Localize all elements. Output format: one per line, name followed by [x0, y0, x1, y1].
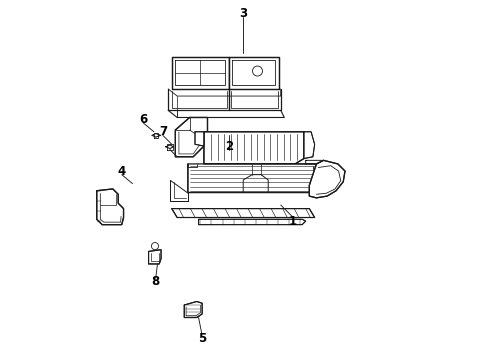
Text: 1: 1 [289, 215, 297, 228]
Polygon shape [195, 132, 204, 146]
Text: 7: 7 [159, 125, 167, 138]
Polygon shape [204, 132, 304, 164]
Polygon shape [172, 57, 229, 89]
Polygon shape [304, 132, 315, 158]
Polygon shape [184, 301, 202, 318]
Text: 5: 5 [198, 333, 206, 346]
Text: 8: 8 [151, 275, 160, 288]
Text: 3: 3 [239, 8, 247, 21]
Polygon shape [97, 189, 123, 225]
Polygon shape [309, 160, 345, 198]
Polygon shape [172, 208, 315, 217]
Polygon shape [148, 249, 161, 264]
Text: 4: 4 [118, 165, 126, 177]
Polygon shape [170, 180, 188, 202]
Text: 6: 6 [139, 113, 147, 126]
Polygon shape [229, 57, 279, 89]
Polygon shape [175, 117, 207, 157]
Text: 2: 2 [225, 140, 233, 153]
Polygon shape [188, 164, 320, 193]
Polygon shape [198, 219, 306, 225]
